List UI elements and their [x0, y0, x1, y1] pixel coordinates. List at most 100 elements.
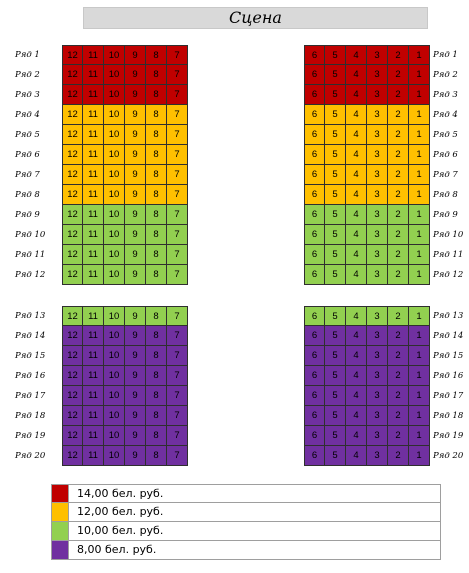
seat-left[interactable]: 10: [104, 446, 125, 466]
seat-right[interactable]: 4: [346, 45, 367, 65]
seat-right[interactable]: 4: [346, 446, 367, 466]
seat-left[interactable]: 10: [104, 205, 125, 225]
seat-right[interactable]: 3: [367, 426, 388, 446]
seat-right[interactable]: 2: [388, 366, 409, 386]
seat-left[interactable]: 8: [146, 85, 167, 105]
seat-right[interactable]: 2: [388, 45, 409, 65]
seat-right[interactable]: 2: [388, 105, 409, 125]
seat-left[interactable]: 12: [62, 65, 83, 85]
seat-right[interactable]: 1: [409, 346, 430, 366]
seat-left[interactable]: 12: [62, 406, 83, 426]
seat-right[interactable]: 1: [409, 225, 430, 245]
seat-left[interactable]: 12: [62, 426, 83, 446]
seat-right[interactable]: 4: [346, 265, 367, 285]
seat-left[interactable]: 10: [104, 265, 125, 285]
seat-left[interactable]: 9: [125, 346, 146, 366]
seat-right[interactable]: 1: [409, 446, 430, 466]
seat-left[interactable]: 12: [62, 225, 83, 245]
seat-right[interactable]: 3: [367, 85, 388, 105]
seat-left[interactable]: 9: [125, 105, 146, 125]
seat-left[interactable]: 9: [125, 326, 146, 346]
seat-right[interactable]: 6: [304, 185, 325, 205]
seat-right[interactable]: 2: [388, 346, 409, 366]
seat-right[interactable]: 3: [367, 306, 388, 326]
seat-right[interactable]: 6: [304, 406, 325, 426]
seat-left[interactable]: 12: [62, 306, 83, 326]
seat-left[interactable]: 12: [62, 125, 83, 145]
seat-right[interactable]: 5: [325, 406, 346, 426]
seat-left[interactable]: 11: [83, 245, 104, 265]
seat-right[interactable]: 1: [409, 306, 430, 326]
seat-right[interactable]: 2: [388, 165, 409, 185]
seat-left[interactable]: 8: [146, 125, 167, 145]
seat-right[interactable]: 1: [409, 245, 430, 265]
seat-left[interactable]: 9: [125, 306, 146, 326]
seat-left[interactable]: 7: [167, 105, 188, 125]
seat-left[interactable]: 10: [104, 346, 125, 366]
seat-left[interactable]: 10: [104, 85, 125, 105]
seat-left[interactable]: 7: [167, 65, 188, 85]
seat-right[interactable]: 1: [409, 165, 430, 185]
seat-right[interactable]: 6: [304, 366, 325, 386]
seat-right[interactable]: 4: [346, 105, 367, 125]
seat-left[interactable]: 8: [146, 406, 167, 426]
seat-right[interactable]: 5: [325, 306, 346, 326]
seat-left[interactable]: 7: [167, 245, 188, 265]
seat-right[interactable]: 5: [325, 145, 346, 165]
seat-right[interactable]: 1: [409, 366, 430, 386]
seat-right[interactable]: 5: [325, 65, 346, 85]
seat-right[interactable]: 2: [388, 205, 409, 225]
seat-right[interactable]: 6: [304, 65, 325, 85]
seat-right[interactable]: 4: [346, 326, 367, 346]
seat-left[interactable]: 11: [83, 225, 104, 245]
seat-left[interactable]: 7: [167, 185, 188, 205]
seat-right[interactable]: 6: [304, 326, 325, 346]
seat-left[interactable]: 11: [83, 366, 104, 386]
seat-left[interactable]: 8: [146, 426, 167, 446]
seat-right[interactable]: 6: [304, 346, 325, 366]
seat-left[interactable]: 9: [125, 205, 146, 225]
seat-right[interactable]: 6: [304, 145, 325, 165]
seat-left[interactable]: 9: [125, 446, 146, 466]
seat-right[interactable]: 5: [325, 225, 346, 245]
seat-right[interactable]: 5: [325, 386, 346, 406]
seat-right[interactable]: 4: [346, 366, 367, 386]
seat-left[interactable]: 7: [167, 225, 188, 245]
seat-right[interactable]: 3: [367, 145, 388, 165]
seat-left[interactable]: 8: [146, 105, 167, 125]
seat-left[interactable]: 9: [125, 165, 146, 185]
seat-right[interactable]: 3: [367, 185, 388, 205]
seat-right[interactable]: 1: [409, 45, 430, 65]
seat-right[interactable]: 5: [325, 45, 346, 65]
seat-left[interactable]: 8: [146, 65, 167, 85]
seat-right[interactable]: 5: [325, 125, 346, 145]
seat-left[interactable]: 11: [83, 326, 104, 346]
seat-right[interactable]: 5: [325, 245, 346, 265]
seat-left[interactable]: 9: [125, 406, 146, 426]
seat-left[interactable]: 7: [167, 366, 188, 386]
seat-left[interactable]: 12: [62, 265, 83, 285]
seat-right[interactable]: 6: [304, 105, 325, 125]
seat-right[interactable]: 2: [388, 406, 409, 426]
seat-left[interactable]: 10: [104, 406, 125, 426]
seat-right[interactable]: 4: [346, 65, 367, 85]
seat-right[interactable]: 4: [346, 125, 367, 145]
seat-left[interactable]: 7: [167, 306, 188, 326]
seat-left[interactable]: 10: [104, 426, 125, 446]
seat-right[interactable]: 1: [409, 205, 430, 225]
seat-left[interactable]: 8: [146, 265, 167, 285]
seat-right[interactable]: 3: [367, 105, 388, 125]
seat-right[interactable]: 2: [388, 145, 409, 165]
seat-right[interactable]: 1: [409, 326, 430, 346]
seat-left[interactable]: 8: [146, 366, 167, 386]
seat-left[interactable]: 12: [62, 145, 83, 165]
seat-left[interactable]: 8: [146, 386, 167, 406]
seat-right[interactable]: 1: [409, 265, 430, 285]
seat-right[interactable]: 3: [367, 165, 388, 185]
seat-right[interactable]: 2: [388, 426, 409, 446]
seat-left[interactable]: 9: [125, 145, 146, 165]
seat-right[interactable]: 3: [367, 346, 388, 366]
seat-right[interactable]: 4: [346, 165, 367, 185]
seat-right[interactable]: 4: [346, 205, 367, 225]
seat-left[interactable]: 10: [104, 225, 125, 245]
